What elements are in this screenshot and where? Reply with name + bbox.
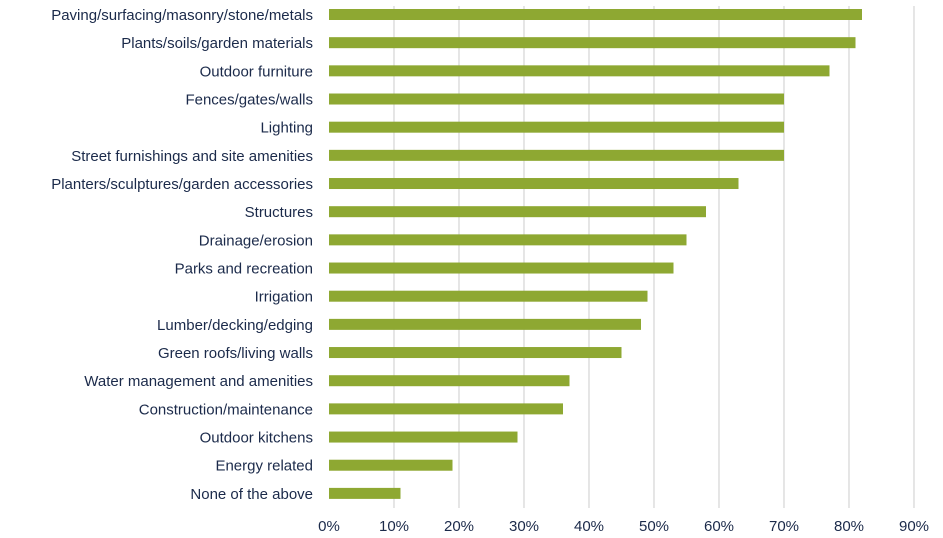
bars (329, 9, 862, 499)
x-tick-label: 80% (834, 518, 864, 535)
bar (329, 290, 648, 302)
x-tick-label: 90% (899, 518, 929, 535)
bar (329, 37, 856, 49)
bar (329, 9, 862, 20)
category-label: Outdoor kitchens (200, 430, 313, 447)
bar (329, 262, 674, 274)
bar (329, 206, 706, 218)
bar (329, 65, 830, 77)
category-label: Lumber/decking/edging (157, 317, 313, 334)
category-label: Paving/surfacing/masonry/stone/metals (51, 7, 313, 24)
x-tick-label: 70% (769, 518, 799, 535)
bar (329, 431, 518, 443)
x-tick-label: 20% (444, 518, 474, 535)
category-label: Drainage/erosion (199, 232, 313, 249)
category-label: Structures (245, 204, 313, 221)
category-label: Planters/sculptures/garden accessories (51, 176, 313, 193)
bar (329, 234, 687, 246)
bar (329, 121, 784, 133)
x-tick-label: 50% (639, 518, 669, 535)
category-label: Green roofs/living walls (158, 345, 313, 362)
category-label: Irrigation (255, 289, 313, 306)
category-labels: Paving/surfacing/masonry/stone/metals Pla… (51, 7, 313, 503)
bar (329, 375, 570, 387)
category-label: Energy related (215, 458, 313, 475)
bar (329, 459, 453, 471)
x-axis-tick-labels: 0% 10% 20% 30% 40% 50% 60% 70% 80% 90% (318, 518, 929, 535)
bar (329, 93, 784, 105)
bar (329, 149, 784, 161)
category-label: None of the above (190, 486, 313, 503)
bar (329, 178, 739, 190)
category-label: Lighting (260, 120, 313, 137)
category-label: Parks and recreation (175, 261, 313, 278)
bar (329, 403, 563, 415)
category-label: Construction/maintenance (139, 401, 313, 418)
x-tick-label: 0% (318, 518, 340, 535)
x-tick-label: 40% (574, 518, 604, 535)
category-label: Fences/gates/walls (185, 92, 313, 109)
category-label: Water management and amenities (84, 373, 313, 390)
x-tick-label: 30% (509, 518, 539, 535)
bar (329, 487, 401, 499)
category-label: Outdoor furniture (200, 63, 313, 80)
category-label: Street furnishings and site amenities (71, 148, 313, 165)
x-tick-label: 60% (704, 518, 734, 535)
gridlines (393, 6, 915, 508)
x-tick-label: 10% (379, 518, 409, 535)
bar (329, 318, 641, 330)
bar (329, 347, 622, 359)
category-label: Plants/soils/garden materials (121, 35, 313, 52)
